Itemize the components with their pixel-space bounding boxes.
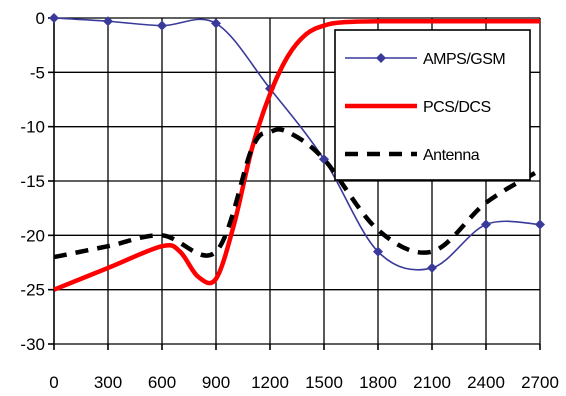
data-point-amps-gsm (49, 13, 59, 23)
data-point-amps-gsm (103, 16, 113, 27)
legend-label-amps-gsm: AMPS/GSM (423, 51, 505, 68)
y-tick-label: 0 (36, 9, 45, 28)
tick-labels: 0 300 600 900 1200 1500 1800 2100 2400 2700 0 -5 -10… (20, 9, 558, 392)
data-point-amps-gsm (481, 219, 491, 230)
series-line-antenna (53, 127, 542, 260)
y-tick-label: -30 (20, 335, 45, 354)
x-tick-label: 300 (94, 373, 122, 392)
x-tick-label: 600 (148, 373, 176, 392)
x-tick-label: 1200 (251, 373, 289, 392)
legend-label-pcs-dcs: PCS/DCS (423, 99, 491, 116)
series-lines (49, 13, 545, 292)
legend: AMPS/GSM PCS/DCS Antenna (334, 29, 531, 181)
y-tick-label: -20 (20, 226, 45, 245)
legend-label-antenna: Antenna (423, 147, 480, 164)
x-tick-label: 2100 (413, 373, 451, 392)
y-tick-label: -5 (30, 63, 45, 82)
y-tick-label: -10 (20, 118, 45, 137)
data-point-amps-gsm (427, 262, 437, 273)
series-line-pcs-dcs (53, 18, 540, 292)
x-tick-label: 900 (202, 373, 230, 392)
y-tick-label: -25 (20, 281, 45, 300)
data-point-amps-gsm (211, 18, 221, 29)
x-tick-label: 1500 (305, 373, 343, 392)
data-point-amps-gsm (535, 219, 545, 230)
y-tick-label: -15 (20, 172, 45, 191)
x-tick-label: 2400 (467, 373, 505, 392)
data-point-amps-gsm (373, 246, 383, 257)
legend-marker-amps-gsm (376, 53, 386, 63)
x-tick-label: 1800 (359, 373, 397, 392)
series-line-amps-gsm (53, 17, 541, 271)
data-point-amps-gsm (157, 20, 167, 31)
x-tick-label: 2700 (521, 373, 559, 392)
x-tick-label: 0 (49, 373, 58, 392)
